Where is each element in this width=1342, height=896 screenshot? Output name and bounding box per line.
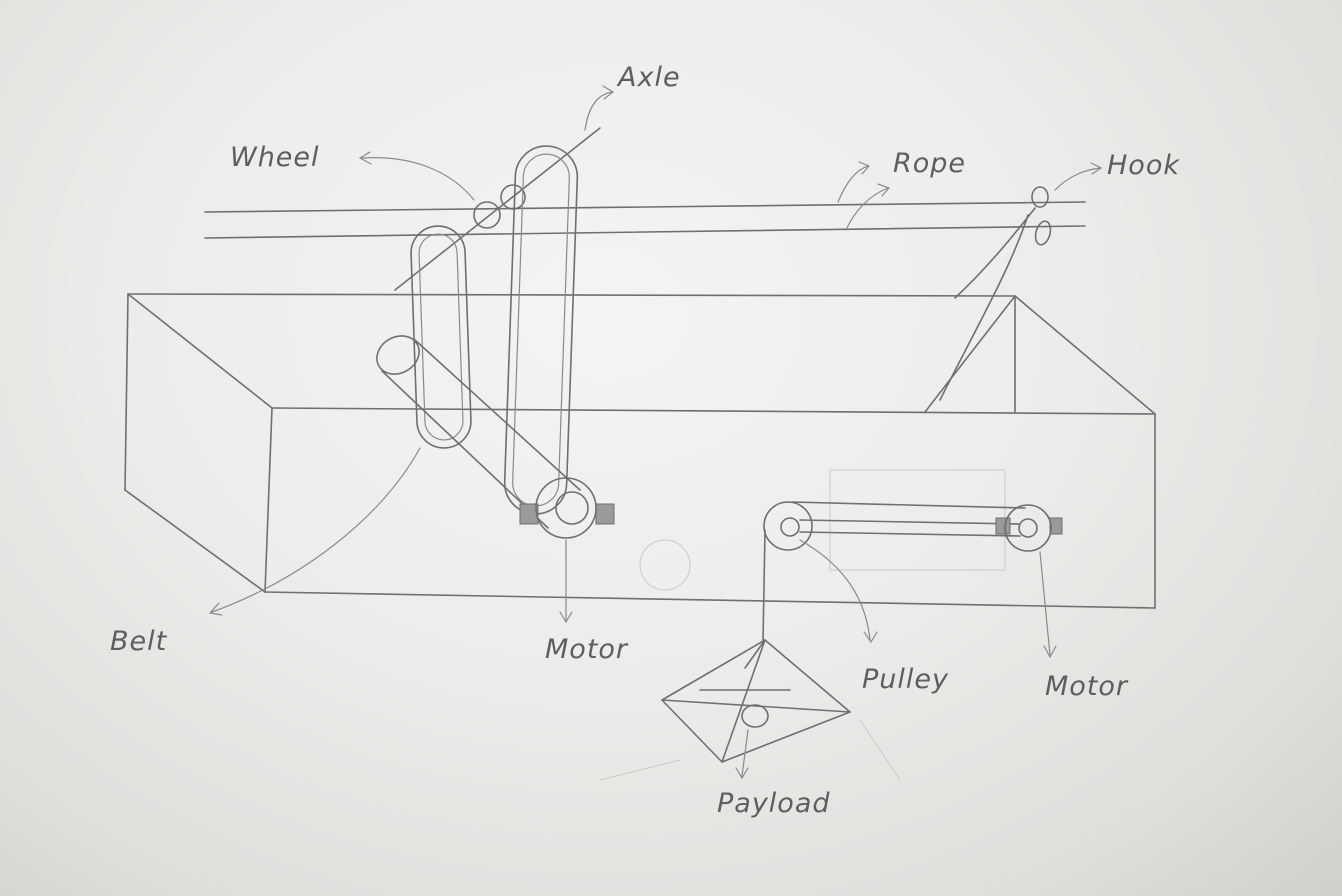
axle-assembly <box>394 127 601 291</box>
left-motor-wheel <box>535 477 597 539</box>
box-frame <box>124 293 1156 609</box>
label-pulley: Pulley <box>862 664 949 695</box>
label-belt: Belt <box>110 626 168 657</box>
wheel-right <box>500 184 526 210</box>
rope-lines <box>204 201 1086 239</box>
label-rope: Rope <box>893 148 966 179</box>
hook-assembly <box>939 186 1052 401</box>
label-motor-right: Motor <box>1045 671 1129 702</box>
label-axle: Axle <box>616 62 681 93</box>
label-motor-left: Motor <box>545 634 629 665</box>
leader-arrows <box>208 85 1103 780</box>
belt-loops <box>410 145 579 515</box>
motor-shaft <box>376 335 615 539</box>
erased-marks <box>599 469 1006 781</box>
label-payload: Payload <box>717 788 831 819</box>
right-motor-wheel <box>1004 504 1052 552</box>
payload-pyramid <box>661 639 851 763</box>
label-hook: Hook <box>1107 150 1180 181</box>
wheel-left <box>473 201 501 229</box>
label-wheel: Wheel <box>230 142 320 173</box>
pulley-wheel <box>763 501 813 551</box>
pulley-assembly <box>762 501 1063 643</box>
